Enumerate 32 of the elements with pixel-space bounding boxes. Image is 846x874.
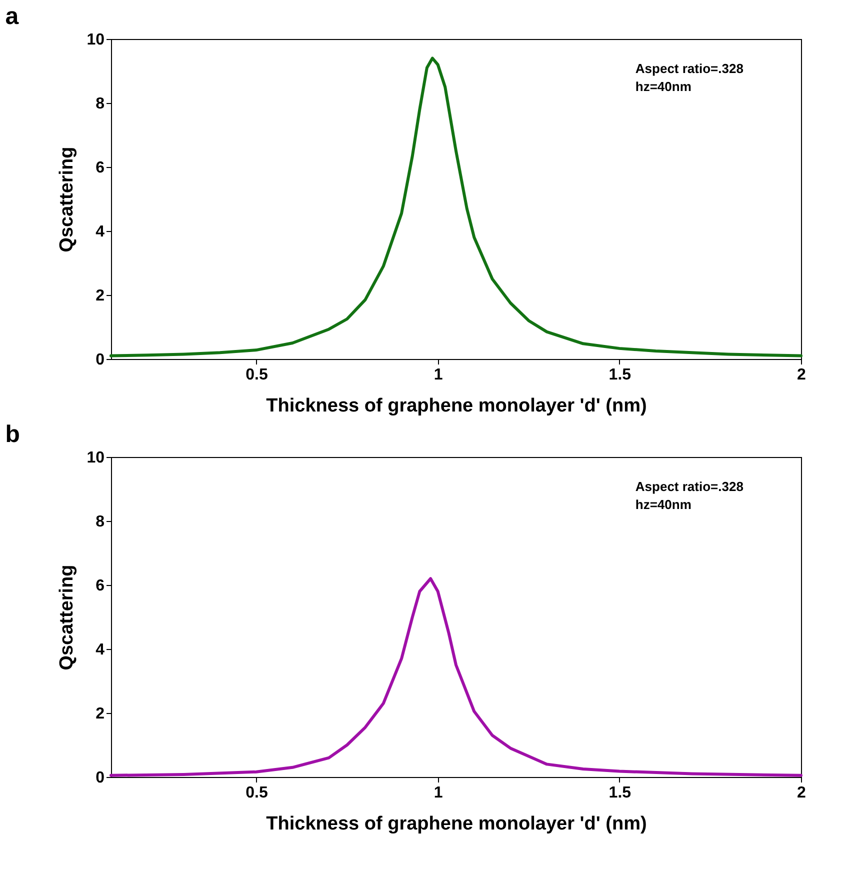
x-tick-label: 1.5 [608, 784, 632, 802]
y-tick-label: 4 [96, 224, 105, 240]
y-tick-label: 2 [96, 706, 105, 722]
y-tick-label: 4 [96, 642, 105, 658]
line-series [110, 56, 802, 358]
y-tick-label: 8 [96, 96, 105, 112]
y-tick-label: 8 [96, 514, 105, 530]
x-tick-label: 2 [797, 784, 806, 802]
chart-title: a [5, 3, 20, 30]
annotation: hz=40nm [635, 497, 692, 512]
y-tick-label: 6 [96, 578, 105, 594]
annotation: Aspect ratio=.328 [635, 61, 744, 76]
x-axis-title: Thickness of graphene monolayer 'd' (nm) [266, 396, 647, 416]
x-tick-label: 0.5 [246, 784, 268, 802]
x-tick-label: 0.5 [246, 366, 268, 384]
x-tick-label: 2 [797, 366, 806, 384]
y-tick-label: 2 [96, 288, 105, 304]
y-tick-label: 0 [96, 352, 105, 368]
line-series [110, 577, 802, 777]
x-tick-label: 1.5 [608, 366, 632, 384]
x-tick-label: 1 [434, 366, 443, 384]
chart-title: b [5, 421, 20, 448]
y-tick-label: 0 [96, 770, 105, 786]
x-tick-label: 1 [434, 784, 443, 802]
y-tick-label: 10 [86, 450, 105, 466]
x-axis-title: Thickness of graphene monolayer 'd' (nm) [266, 814, 647, 834]
y-tick-label: 10 [86, 32, 105, 48]
y-axis-title: Qscattering [56, 146, 78, 252]
y-tick-label: 6 [96, 160, 105, 176]
annotation: Aspect ratio=.328 [635, 479, 744, 494]
annotation: hz=40nm [635, 79, 692, 94]
y-axis-title: Qscattering [56, 564, 78, 670]
